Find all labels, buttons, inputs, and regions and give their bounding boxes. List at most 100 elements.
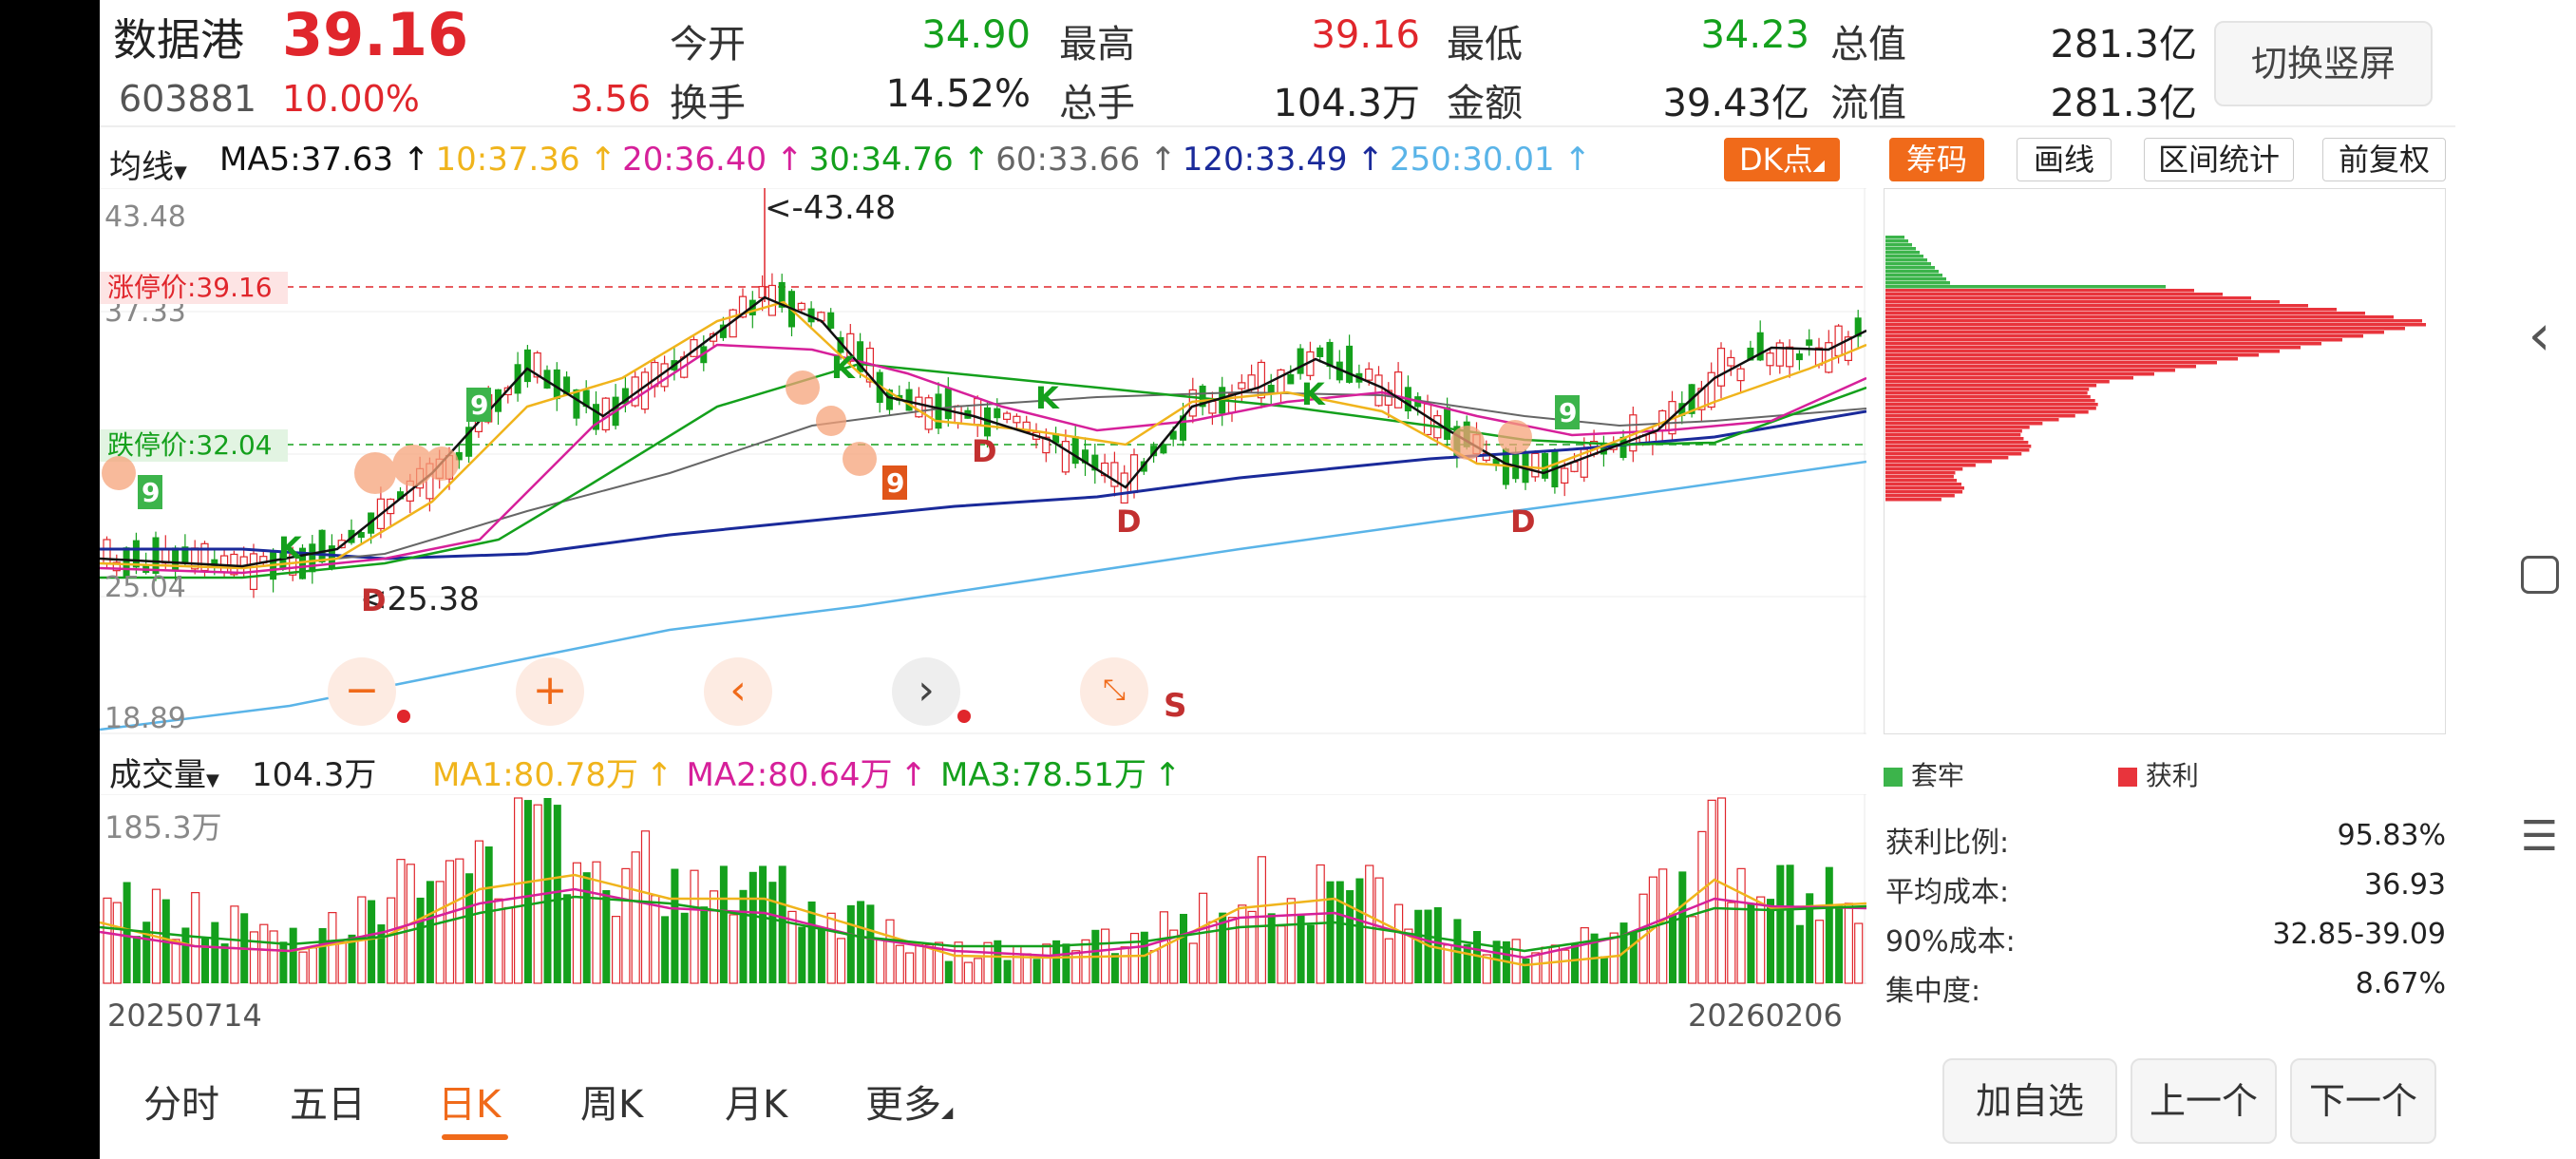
signal-k: K: [831, 350, 856, 386]
indicator-selector-label: 均线: [109, 148, 174, 186]
high-annotation: <-43.48: [765, 189, 896, 227]
volume-selector[interactable]: 成交量▼: [109, 756, 219, 794]
limit-down-label: 跌停价:32.04: [107, 429, 273, 461]
quote-value: 104.3万: [1273, 82, 1420, 125]
chip-stat-value: 95.83%: [2337, 819, 2446, 852]
quote-value: 281.3亿: [2050, 82, 2197, 125]
chip-stat-label: 平均成本:: [1885, 876, 2010, 909]
ma30-line: [100, 362, 1866, 580]
up-arrow-icon: ↑: [776, 141, 804, 179]
recents-icon[interactable]: ☰: [2520, 812, 2559, 861]
back-icon[interactable]: ‹: [2528, 302, 2551, 369]
volume-ma-value: MA1:80.78万: [432, 756, 639, 794]
chip-stat-label: 集中度:: [1885, 975, 1981, 1008]
up-arrow-icon: ↑: [589, 141, 617, 179]
chips-button[interactable]: 筹码: [1889, 138, 1984, 181]
legend-profit-label: 获利: [2145, 760, 2199, 791]
ma-value: 30:34.76: [808, 141, 954, 179]
limit-up-label: 涨停价:39.16: [107, 272, 273, 303]
up-arrow-icon: ↑: [900, 756, 928, 794]
active-tab-indicator: [442, 1134, 508, 1140]
signal-d: D: [1116, 504, 1142, 540]
quote-label: 最低: [1447, 23, 1523, 66]
quote-value: 39.43亿: [1662, 82, 1809, 125]
quote-label: 换手: [670, 82, 746, 125]
chip-distribution-chart: [1884, 188, 2446, 734]
ma-value: 250:30.01: [1389, 141, 1555, 179]
quote-label: 今开: [670, 23, 746, 66]
chip-stat-value: 36.93: [2364, 868, 2446, 902]
stock-name: 数据港: [113, 14, 244, 66]
up-arrow-icon: ↑: [646, 756, 673, 794]
signal-d: D: [1510, 504, 1536, 540]
collapse-icon[interactable]: ⤡: [1080, 657, 1148, 726]
range-stats-button[interactable]: 区间统计: [2144, 138, 2294, 181]
ma20-line: [100, 343, 1866, 575]
y-label-max: 43.48: [104, 200, 186, 234]
quote-value: 34.23: [1700, 13, 1809, 57]
signal-k: K: [1035, 380, 1060, 416]
change-amount: 3.56: [570, 78, 651, 120]
tab-intraday[interactable]: 分时: [143, 1083, 219, 1127]
up-arrow-icon: ↑: [1149, 141, 1177, 179]
tab-five-day[interactable]: 五日: [290, 1083, 366, 1127]
tab-weekly-k[interactable]: 周K: [580, 1083, 644, 1127]
ma5-line: [100, 295, 1866, 568]
legend-profit: 获利: [2118, 755, 2199, 793]
quote-value: 34.90: [921, 13, 1031, 57]
volume-ma-value: MA3:78.51万: [940, 756, 1147, 794]
quote-label: 最高: [1059, 23, 1135, 66]
kline-chart[interactable]: 43.48 37.33 25.04 18.89 涨停价:39.16 跌停价:32…: [100, 188, 1866, 734]
tab-more[interactable]: 更多◢: [865, 1083, 954, 1127]
scroll-right-icon[interactable]: ›: [892, 657, 960, 726]
quote-value: 39.16: [1311, 13, 1420, 57]
up-arrow-icon: ↑: [1356, 141, 1384, 179]
up-arrow-icon: ↑: [962, 141, 991, 179]
prev-stock-button[interactable]: 上一个: [2131, 1058, 2277, 1144]
quote-label: 流值: [1830, 82, 1906, 125]
current-price: 39.16: [282, 0, 469, 69]
dk-point-label: DK点: [1739, 142, 1813, 178]
ma60-line: [100, 390, 1866, 570]
draw-line-button[interactable]: 画线: [2017, 138, 2112, 181]
ma-value: 120:33.49: [1182, 141, 1348, 179]
tab-more-label: 更多: [865, 1083, 941, 1127]
zoom-out-icon[interactable]: −: [328, 657, 396, 726]
switch-portrait-button[interactable]: 切换竖屏: [2214, 21, 2433, 106]
quote-value: 14.52%: [885, 72, 1031, 116]
quote-label: 金额: [1447, 82, 1523, 125]
volume-total: 104.3万: [252, 756, 377, 794]
quote-value: 281.3亿: [2050, 23, 2197, 66]
indicator-selector[interactable]: 均线▼: [109, 148, 187, 186]
next-stock-button[interactable]: 下一个: [2290, 1058, 2436, 1144]
stock-code: 603881: [119, 78, 257, 120]
chip-stat-label: 90%成本:: [1885, 925, 2016, 959]
signal-d: D: [972, 433, 997, 469]
ma-value: 10:37.36: [435, 141, 580, 179]
add-watchlist-button[interactable]: 加自选: [1942, 1058, 2117, 1144]
signal-k: K: [1301, 376, 1326, 412]
adjust-price-button[interactable]: 前复权: [2322, 138, 2446, 181]
scroll-left-icon[interactable]: ‹: [704, 657, 772, 726]
ma-values: MA5:37.63 ↑ 10:37.36 ↑ 20:36.40 ↑ 30:34.76 ↑ 60:…: [219, 141, 1597, 179]
trapped-swatch: [1884, 768, 1903, 787]
chip-stat-value: 32.85-39.09: [2272, 918, 2446, 951]
stock-screen: 数据港 39.16 603881 10.00% 3.56 今开 34.90 最高 39…: [100, 0, 2503, 1159]
signal-s: S: [1164, 687, 1187, 725]
up-arrow-icon: ↑: [1154, 756, 1182, 794]
zoom-in-icon[interactable]: +: [516, 657, 584, 726]
date-end: 20260206: [1688, 998, 1843, 1034]
quote-label: 总手: [1059, 82, 1135, 125]
ma10-line: [100, 300, 1866, 570]
signal-9: 9: [470, 390, 488, 421]
signal-d: D: [361, 582, 387, 618]
system-nav-bar: ‹ ☰: [2503, 0, 2576, 1159]
dk-point-button[interactable]: DK点◢: [1724, 138, 1840, 181]
chip-stat-label: 获利比例:: [1885, 826, 2010, 860]
tab-daily-k[interactable]: 日K: [438, 1083, 502, 1127]
volume-selector-label: 成交量: [109, 756, 206, 794]
ma-value: 20:36.40: [622, 141, 767, 179]
home-icon[interactable]: [2503, 556, 2576, 598]
tab-monthly-k[interactable]: 月K: [725, 1083, 788, 1127]
y-label-min: 18.89: [104, 702, 186, 734]
